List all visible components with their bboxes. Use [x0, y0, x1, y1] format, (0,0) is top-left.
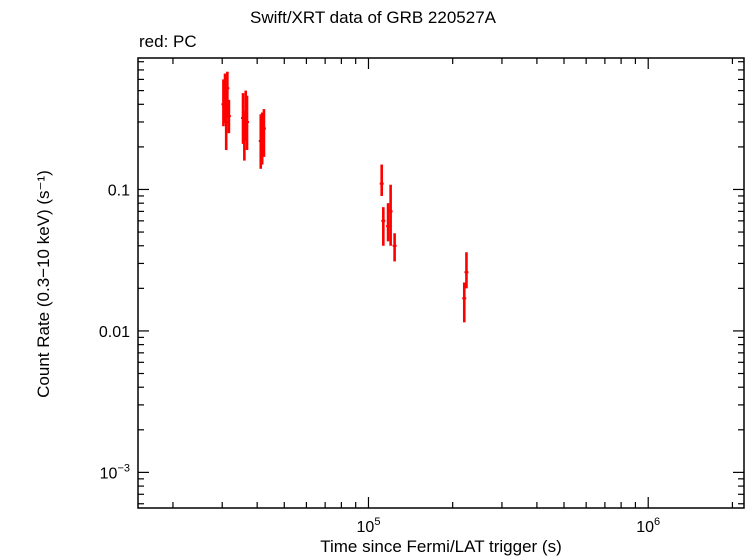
data-point — [260, 134, 265, 137]
chart-subtitle: red: PC — [139, 32, 197, 51]
chart-title: Swift/XRT data of GRB 220527A — [249, 8, 496, 27]
data-point — [388, 210, 393, 213]
y-tick-label: 0.01 — [99, 324, 130, 341]
data-point — [379, 182, 384, 185]
data-point — [242, 134, 247, 137]
data-point — [241, 117, 246, 120]
data-point — [225, 87, 230, 90]
x-tick-label: 106 — [636, 516, 660, 536]
data-point — [261, 127, 266, 130]
data-point — [245, 120, 250, 123]
data-point — [381, 219, 386, 222]
x-tick-label: 105 — [357, 516, 381, 536]
data-point — [226, 115, 231, 118]
y-tick-label: 0.1 — [108, 182, 130, 199]
data-point — [386, 225, 391, 228]
data-point — [464, 271, 469, 274]
data-point — [221, 103, 226, 106]
y-tick-label: 10−3 — [100, 462, 130, 482]
data-point — [258, 140, 263, 143]
data-point — [462, 297, 467, 300]
data-point — [392, 244, 397, 247]
data-point — [224, 120, 229, 123]
data-point — [243, 111, 248, 114]
x-axis-label: Time since Fermi/LAT trigger (s) — [320, 537, 562, 556]
plot-frame — [137, 57, 745, 509]
